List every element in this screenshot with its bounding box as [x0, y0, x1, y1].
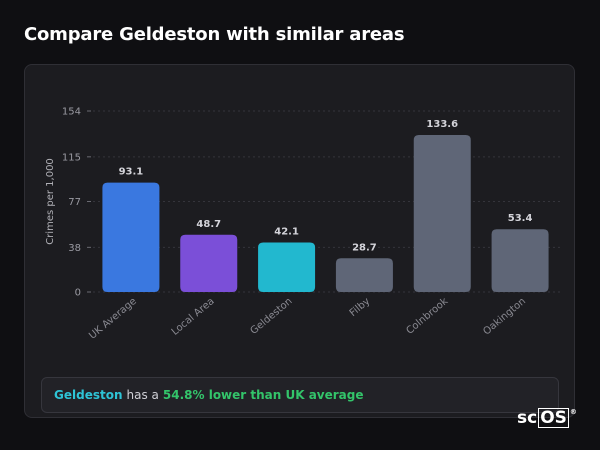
bar-local-area	[180, 234, 238, 292]
page-title: Compare Geldeston with similar areas	[24, 24, 405, 45]
bar-uk-average	[102, 182, 160, 292]
category-label: Colnbrook	[404, 296, 450, 337]
bar-colnbrook	[413, 134, 471, 292]
category-label: Geldeston	[249, 296, 295, 337]
bar-chart: 0 38 77 115 154 Crimes per 1,000 93.1 UK Averag…	[45, 107, 560, 342]
summary-place: Geldeston	[54, 388, 123, 402]
y-tick-label: 0	[75, 288, 81, 299]
value-label: 93.1	[119, 167, 144, 178]
logo-registered: ®	[569, 408, 577, 416]
y-tick-label: 115	[62, 152, 81, 163]
value-label: 53.4	[508, 213, 533, 224]
comparison-summary: Geldeston has a 54.8% lower than UK aver…	[41, 377, 559, 413]
y-tick-label: 77	[68, 197, 81, 208]
bar-filby	[335, 258, 393, 292]
category-label: Local Area	[170, 296, 217, 338]
brand-logo: sc OS ®	[517, 408, 577, 428]
bar-geldeston	[258, 242, 316, 292]
category-label: Oakington	[481, 296, 528, 338]
y-tick-label: 38	[68, 243, 81, 254]
value-label: 42.1	[274, 227, 299, 238]
value-label: 48.7	[196, 219, 221, 230]
category-label: UK Average	[87, 296, 139, 342]
value-label: 28.7	[352, 242, 377, 253]
summary-difference: 54.8% lower than UK average	[162, 388, 364, 402]
value-label: 133.6	[426, 119, 458, 130]
logo-boxed: OS	[538, 408, 569, 428]
logo-prefix: sc	[517, 408, 538, 428]
summary-connector: has a	[126, 388, 159, 402]
category-label: Filby	[348, 296, 373, 319]
chart-card: 0 38 77 115 154 Crimes per 1,000 93.1 UK Averag…	[24, 64, 575, 418]
y-tick-label: 154	[62, 107, 81, 118]
y-axis-label: Crimes per 1,000	[45, 158, 56, 245]
bar-oakington	[491, 229, 549, 292]
